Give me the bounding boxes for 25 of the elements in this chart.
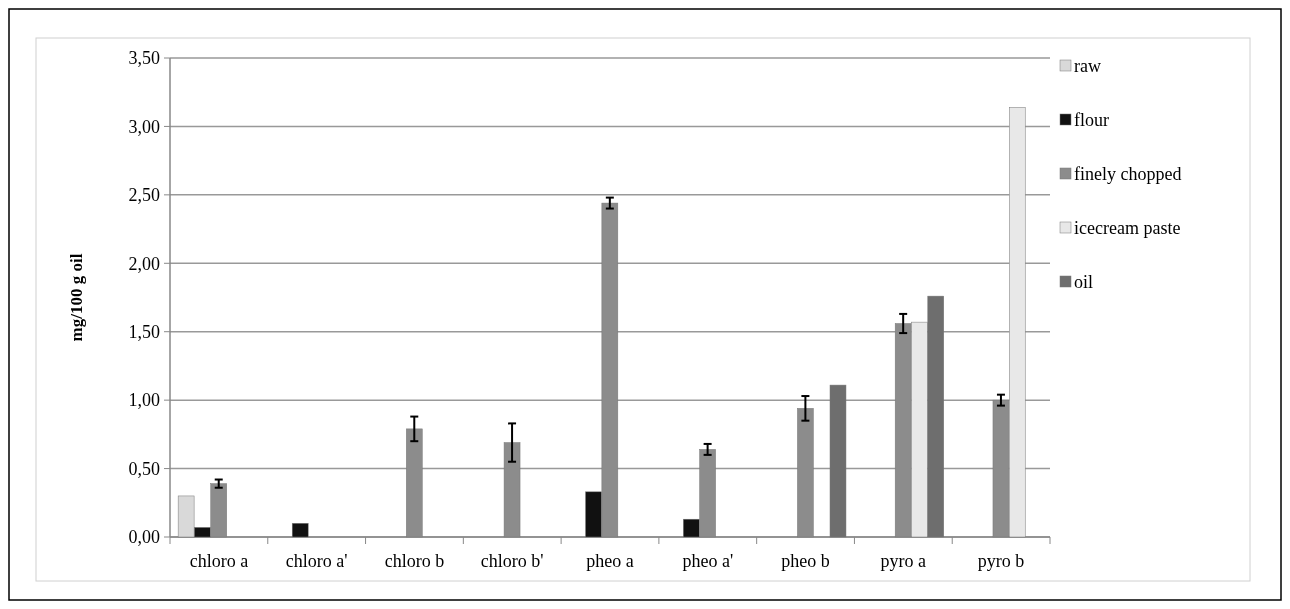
y-tick-label: 1,00: [128, 390, 160, 411]
legend-label: flour: [1074, 110, 1109, 131]
legend-label: raw: [1074, 56, 1101, 77]
x-tick-label: pyro a: [880, 551, 927, 571]
y-tick-label: 2,00: [128, 253, 160, 274]
bar: [291, 523, 309, 538]
x-tick-label: pheo b: [781, 551, 830, 571]
x-tick-label: chloro a: [189, 551, 249, 571]
x-tick-label: chloro a': [285, 551, 348, 571]
y-axis-title: mg/100 g oil: [67, 253, 86, 342]
x-tick-label: pheo a: [586, 551, 634, 571]
x-tick-label: pyro b: [977, 551, 1025, 571]
legend-label: oil: [1074, 272, 1094, 293]
y-tick-label: 3,50: [128, 48, 160, 69]
bar: [829, 384, 847, 538]
x-tick-label: chloro b': [480, 551, 544, 571]
legend-label: finely chopped: [1074, 164, 1182, 185]
y-tick-label: 2,50: [128, 185, 160, 206]
x-tick-label: chloro b: [384, 551, 445, 571]
legend-label: icecream paste: [1074, 218, 1181, 239]
y-tick-label: 3,00: [128, 116, 160, 137]
y-tick-label: 0,00: [128, 527, 160, 548]
x-tick-label: pheo a': [682, 551, 734, 571]
y-tick-label: 0,50: [128, 458, 160, 479]
y-tick-label: 1,50: [128, 322, 160, 343]
